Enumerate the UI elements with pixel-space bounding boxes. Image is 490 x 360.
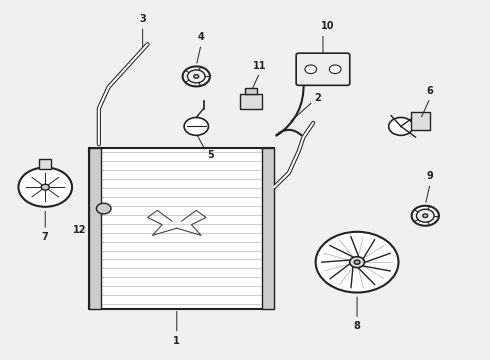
- Circle shape: [41, 184, 49, 190]
- Text: 4: 4: [198, 32, 204, 42]
- Bar: [89, 148, 101, 309]
- Text: 10: 10: [321, 21, 335, 31]
- Text: 9: 9: [427, 171, 434, 181]
- Circle shape: [349, 257, 365, 267]
- Circle shape: [354, 260, 360, 264]
- Circle shape: [187, 70, 205, 83]
- Text: 1: 1: [173, 336, 180, 346]
- Bar: [39, 158, 51, 169]
- Circle shape: [194, 75, 199, 78]
- Circle shape: [305, 65, 317, 73]
- Circle shape: [19, 167, 72, 207]
- Text: 5: 5: [208, 150, 214, 160]
- Text: 6: 6: [427, 86, 434, 96]
- Circle shape: [416, 209, 434, 222]
- FancyBboxPatch shape: [296, 53, 350, 85]
- Circle shape: [389, 117, 413, 135]
- Bar: [240, 94, 262, 109]
- Text: 11: 11: [253, 61, 267, 71]
- Bar: [89, 148, 274, 309]
- Text: 2: 2: [315, 93, 321, 103]
- Bar: [262, 148, 274, 309]
- Text: 12: 12: [73, 225, 86, 235]
- Bar: [245, 88, 257, 94]
- Circle shape: [316, 232, 398, 293]
- Bar: [411, 112, 430, 130]
- Text: 3: 3: [139, 14, 146, 24]
- Circle shape: [412, 206, 439, 226]
- Text: 8: 8: [354, 321, 361, 332]
- Circle shape: [184, 117, 208, 135]
- Circle shape: [423, 214, 428, 217]
- Text: 7: 7: [42, 232, 49, 242]
- Circle shape: [183, 66, 210, 86]
- Circle shape: [97, 203, 111, 214]
- Circle shape: [329, 65, 341, 73]
